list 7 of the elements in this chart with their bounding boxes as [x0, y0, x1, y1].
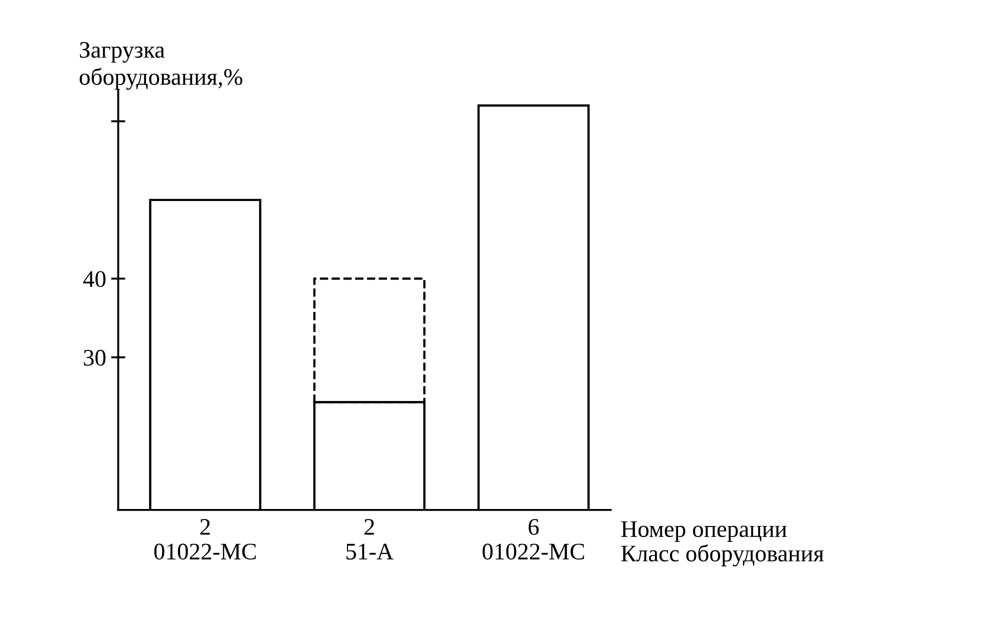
- x-tick-label: 6 01022-МС: [482, 519, 584, 560]
- y-axis-title: Загрузка оборудования,%: [80, 42, 242, 90]
- y-tick-label: 30: [84, 350, 106, 366]
- x-axis-title: Номер операции Класс оборудования: [621, 521, 824, 566]
- x-tick-label: 2 51-А: [346, 519, 394, 560]
- x-tick-label: 2 01022-МС: [154, 519, 256, 560]
- y-tick-label: 40: [83, 271, 106, 288]
